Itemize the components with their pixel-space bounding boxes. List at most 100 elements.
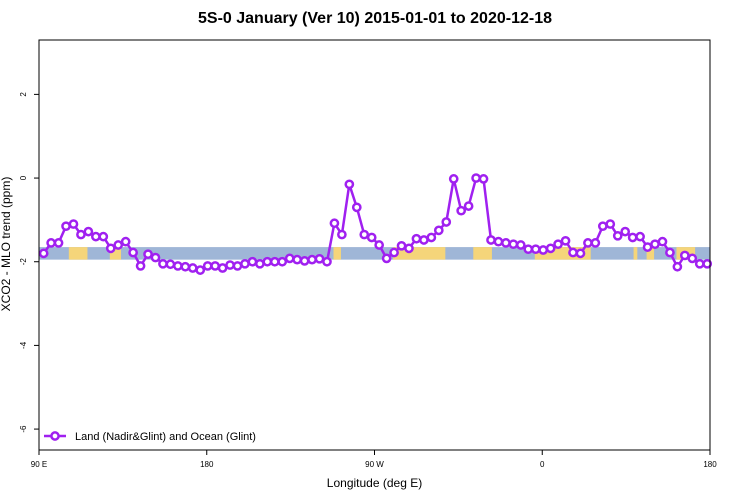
data-point [426, 232, 437, 243]
data-point [359, 229, 370, 240]
x-tick-label: 90 E [31, 460, 47, 469]
data-point [463, 201, 474, 211]
data-point [68, 219, 79, 229]
data-point [187, 263, 198, 273]
data-point [530, 244, 541, 255]
data-point [471, 173, 481, 183]
x-tick-label: 90 W [365, 460, 384, 469]
data-point [255, 258, 265, 269]
data-point [627, 232, 638, 243]
data-point [113, 240, 124, 250]
data-point [448, 174, 459, 184]
x-axis-label: Longitude (deg E) [326, 476, 423, 490]
data-point [545, 243, 556, 254]
data-point [411, 233, 422, 244]
land-segment [633, 247, 638, 260]
data-point [76, 229, 86, 240]
data-point [173, 261, 183, 271]
data-point [202, 261, 213, 271]
data-point [135, 261, 146, 271]
data-point [650, 239, 660, 250]
data-point [351, 202, 362, 213]
data-point [120, 236, 131, 247]
y-tick-label: 0 [19, 175, 28, 180]
data-point [217, 263, 228, 273]
data-point [583, 238, 593, 248]
data-point [694, 258, 705, 269]
data-point [679, 250, 690, 261]
x-tick-label: 180 [703, 460, 717, 469]
data-point [419, 235, 429, 245]
data-point [605, 219, 616, 229]
y-tick-label: 2 [19, 92, 28, 97]
data-point [150, 252, 161, 263]
data-point [508, 239, 519, 250]
y-tick-label: -2 [19, 258, 28, 266]
data-point [560, 235, 571, 246]
data-point [158, 258, 168, 269]
data-point [441, 217, 452, 227]
data-point [180, 261, 191, 272]
data-point [381, 253, 392, 264]
data-point [486, 235, 496, 245]
data-point [105, 243, 116, 254]
data-point [665, 247, 675, 258]
x-tick-label: 0 [540, 460, 545, 469]
data-point [314, 253, 325, 264]
legend: Land (Nadir&Glint) and Ocean (Glint) [44, 431, 256, 443]
data-point [232, 261, 243, 271]
data-point [657, 236, 668, 247]
y-tick-label: -4 [19, 341, 28, 349]
data-point [687, 253, 698, 264]
data-point [329, 218, 340, 229]
data-point [568, 247, 578, 258]
data-point [575, 248, 586, 259]
data-point [292, 254, 302, 265]
data-point [247, 256, 258, 267]
data-point [210, 261, 220, 271]
data-point [493, 236, 504, 247]
data-point [83, 226, 94, 237]
land-segment [109, 247, 122, 260]
data-point [284, 253, 295, 264]
x-tick-label: 180 [200, 460, 214, 469]
data-point [344, 179, 355, 190]
surface-band [39, 247, 710, 260]
data-point [478, 174, 489, 184]
land-segment [473, 247, 492, 260]
series-layer [38, 173, 713, 275]
data-point [374, 240, 385, 250]
data-point [538, 245, 549, 255]
data-point [501, 238, 511, 248]
data-point [620, 226, 631, 237]
data-point [672, 261, 683, 272]
data-point [702, 258, 713, 269]
data-point [225, 260, 235, 270]
data-point [195, 265, 206, 275]
land-segment [646, 247, 655, 260]
data-point [61, 221, 71, 232]
data-point [404, 243, 414, 254]
data-point [262, 256, 273, 267]
data-point [642, 242, 653, 252]
data-point [396, 240, 407, 251]
data-point [389, 247, 399, 258]
data-point [128, 247, 138, 258]
land-segment [333, 247, 341, 260]
data-point [98, 231, 109, 242]
data-point [597, 221, 608, 232]
data-point [299, 256, 310, 266]
data-point [515, 240, 526, 250]
data-point [38, 248, 49, 259]
data-point [612, 230, 623, 241]
data-point [523, 244, 534, 255]
data-point [590, 238, 601, 248]
data-point [277, 256, 288, 267]
data-point [240, 258, 250, 269]
data-point [433, 225, 444, 236]
data-point [307, 254, 317, 265]
legend-marker [50, 431, 60, 441]
data-point [366, 232, 377, 243]
